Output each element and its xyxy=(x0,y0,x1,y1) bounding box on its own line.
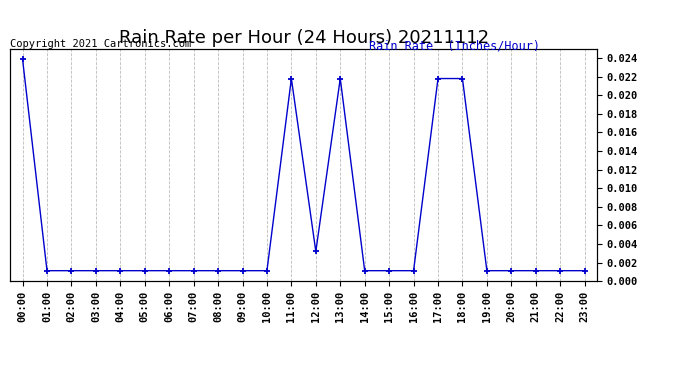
Text: Rain Rate  (Inches/Hour): Rain Rate (Inches/Hour) xyxy=(369,39,540,53)
Text: Copyright 2021 Cartronics.com: Copyright 2021 Cartronics.com xyxy=(10,39,192,50)
Title: Rain Rate per Hour (24 Hours) 20211112: Rain Rate per Hour (24 Hours) 20211112 xyxy=(119,29,489,47)
